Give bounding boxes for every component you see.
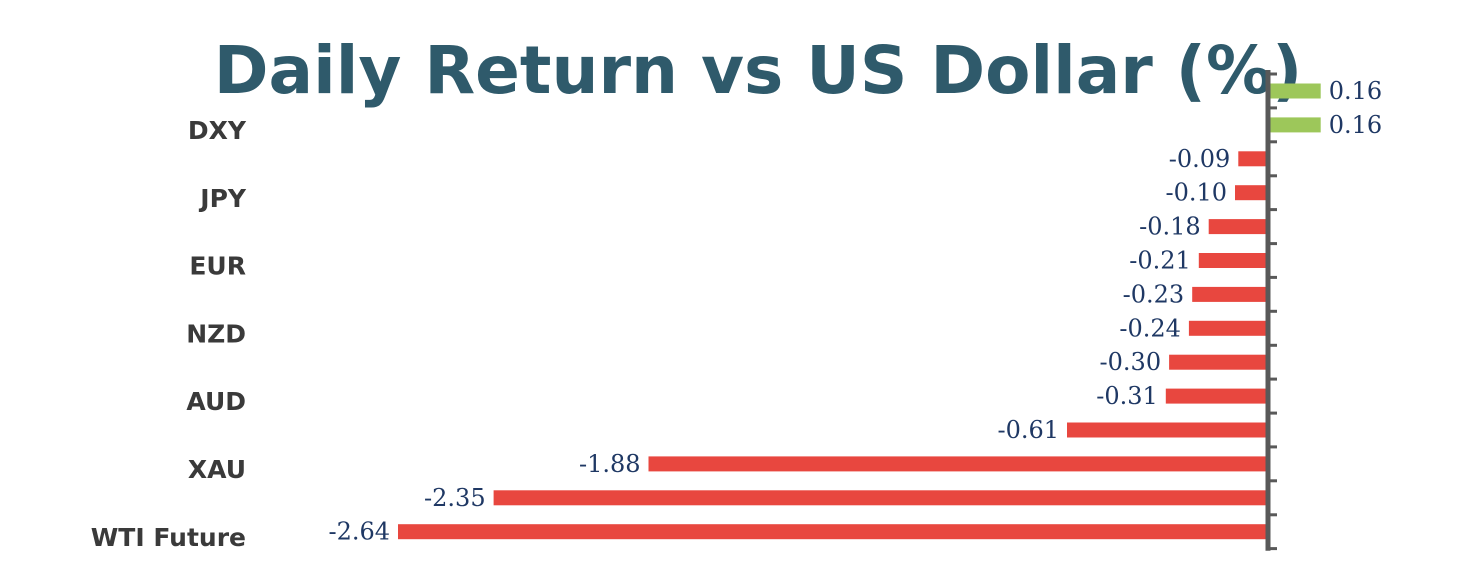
data-label: -0.10 [1165,179,1227,207]
data-label: -0.23 [1123,280,1185,308]
bars [398,83,1321,540]
bar [1192,286,1268,302]
data-label: -2.35 [424,484,486,512]
category-labels: DXY JPY EUR NZD AUD XAU WTI Future [91,116,247,552]
bar [1067,422,1268,438]
data-label: -0.18 [1139,213,1201,241]
bar [1198,253,1268,268]
category-label: NZD [186,319,246,348]
category-label: WTI Future [91,523,246,552]
bar [648,456,1268,472]
bar [1169,354,1268,370]
category-label: JPY [198,184,247,213]
bar [1268,117,1321,133]
category-label: AUD [186,387,246,416]
bar [1268,83,1321,99]
data-label: -0.31 [1096,382,1158,410]
data-label: -0.24 [1119,314,1181,342]
bar [493,490,1269,506]
bar [398,524,1268,540]
data-label: 0.16 [1329,77,1382,105]
category-label: XAU [188,455,246,484]
data-label: 0.16 [1329,111,1382,139]
zero-axis [1265,70,1277,551]
bar [1238,151,1268,167]
data-label: -0.61 [997,416,1059,444]
value-labels: 0.16 0.16 -0.09 -0.10 -0.18 -0.21 -0.23 -0.24 -0… [328,77,1382,546]
data-label: -0.21 [1129,247,1191,275]
category-label: EUR [189,252,246,281]
bar [1188,320,1268,336]
data-label: -2.64 [328,518,390,546]
data-label: -0.09 [1169,145,1231,173]
bar [1208,219,1268,235]
bar [1165,388,1268,404]
chart-title: Daily Return vs US Dollar (%) [214,32,1302,109]
data-label: -0.30 [1100,348,1162,376]
bar [1235,185,1268,201]
data-label: -1.88 [579,450,641,478]
category-label: DXY [188,116,247,145]
